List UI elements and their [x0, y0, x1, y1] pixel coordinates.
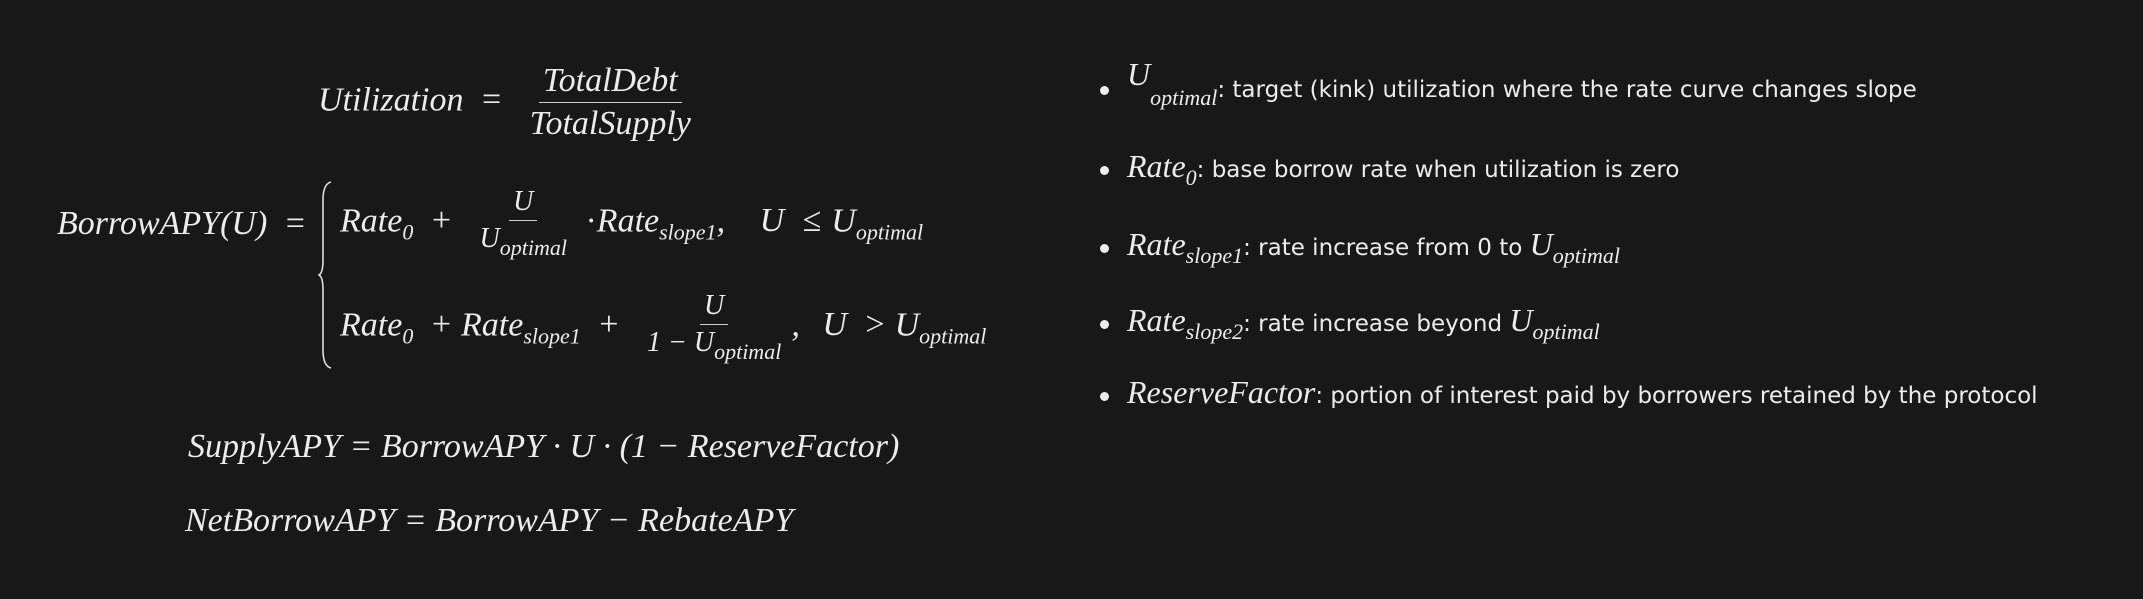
cond-rhs: U: [831, 202, 856, 240]
cond-u: U: [822, 306, 847, 344]
definition-reserve-factor: ReserveFactor: portion of interest paid …: [1100, 374, 2038, 411]
definition-text: : portion of interest paid by borrowers …: [1315, 383, 2038, 409]
definition-text: : base borrow rate when utilization is z…: [1196, 157, 1680, 183]
numerator: U: [700, 290, 729, 325]
den-text: 1 − U: [646, 327, 715, 358]
comma: ,: [716, 202, 726, 240]
sub: optimal: [855, 219, 924, 245]
sub: optimal: [1532, 319, 1600, 344]
definition-u-optimal: Uoptimal: target (kink) utilization wher…: [1100, 56, 1917, 111]
leq: ≤: [802, 202, 822, 240]
bullet-icon: [1100, 320, 1109, 329]
sub: slope1: [1185, 243, 1244, 268]
symbol: Rate: [1127, 148, 1186, 184]
cond-u: U: [759, 202, 785, 240]
sub: optimal: [1552, 243, 1620, 268]
sub: 0: [1185, 165, 1197, 190]
utilization-equation: Utilization = TotalDebt TotalSupply: [318, 62, 701, 143]
definition-text: : target (kink) utilization where the ra…: [1217, 77, 1917, 103]
symbol: ReserveFactor: [1127, 374, 1316, 410]
dot: ·: [585, 202, 597, 240]
fraction: TotalDebt TotalSupply: [526, 62, 695, 143]
sub: optimal: [714, 339, 782, 364]
borrow-lhs: BorrowAPY(U) =: [57, 205, 315, 243]
symbol: Rate: [1127, 226, 1186, 262]
equals: =: [481, 81, 502, 119]
sub: 0: [402, 323, 414, 349]
rate: Rate: [340, 306, 403, 344]
borrow-case-2: Rate0 + Rateslope1 + U 1 − Uoptimal , U >…: [340, 290, 986, 365]
den-u: U: [479, 223, 500, 254]
sub: slope1: [659, 219, 717, 245]
utilization-lhs: Utilization: [318, 81, 464, 119]
gt: >: [865, 306, 885, 344]
definition-rate-slope2: Rateslope2: rate increase beyond Uoptima…: [1100, 302, 1600, 345]
rate: Rate: [461, 306, 524, 344]
sub: optimal: [1150, 85, 1218, 110]
sub: optimal: [499, 235, 567, 260]
plus: +: [431, 306, 451, 344]
left-brace-icon: [318, 181, 332, 369]
rate: Rate: [340, 202, 403, 240]
sub: optimal: [919, 323, 987, 349]
sub: slope1: [523, 323, 581, 349]
borrow-lhs-text: BorrowAPY(U): [57, 205, 268, 242]
borrow-case-1: Rate0 + U Uoptimal ·Rateslope1, U ≤ Uopti…: [340, 186, 923, 261]
net-borrow-equation: NetBorrowAPY = BorrowAPY − RebateAPY: [185, 502, 794, 539]
cond-rhs: U: [894, 306, 920, 344]
bullet-icon: [1100, 166, 1109, 175]
sub: 0: [402, 219, 414, 245]
numerator: U: [509, 186, 538, 221]
bullet-icon: [1100, 392, 1109, 401]
bullet-icon: [1100, 244, 1109, 253]
denominator: 1 − Uoptimal: [643, 325, 785, 365]
fraction: U 1 − Uoptimal: [643, 290, 785, 365]
fraction: U Uoptimal: [476, 186, 571, 261]
plus: +: [431, 202, 451, 240]
plus: +: [599, 306, 619, 344]
symbol: Rate: [1127, 302, 1186, 338]
supply-equation: SupplyAPY = BorrowAPY · U · (1 − Reserve…: [188, 428, 900, 465]
comma: ,: [791, 306, 800, 344]
definition-rate0: Rate0: base borrow rate when utilization…: [1100, 148, 1679, 191]
denominator: Uoptimal: [476, 221, 571, 261]
equals: =: [285, 205, 305, 242]
numerator: TotalDebt: [538, 62, 682, 103]
symbol: U: [1127, 56, 1151, 92]
definition-rate-slope1: Rateslope1: rate increase from 0 to Uopt…: [1100, 226, 1620, 269]
definition-text: : rate increase from 0 to: [1243, 235, 1530, 261]
symbol: U: [1509, 302, 1533, 338]
sub: slope2: [1185, 319, 1244, 344]
rate: Rate: [596, 202, 660, 240]
bullet-icon: [1100, 86, 1109, 95]
symbol: U: [1529, 226, 1553, 262]
definition-text: : rate increase beyond: [1243, 311, 1510, 337]
denominator: TotalSupply: [529, 105, 691, 142]
